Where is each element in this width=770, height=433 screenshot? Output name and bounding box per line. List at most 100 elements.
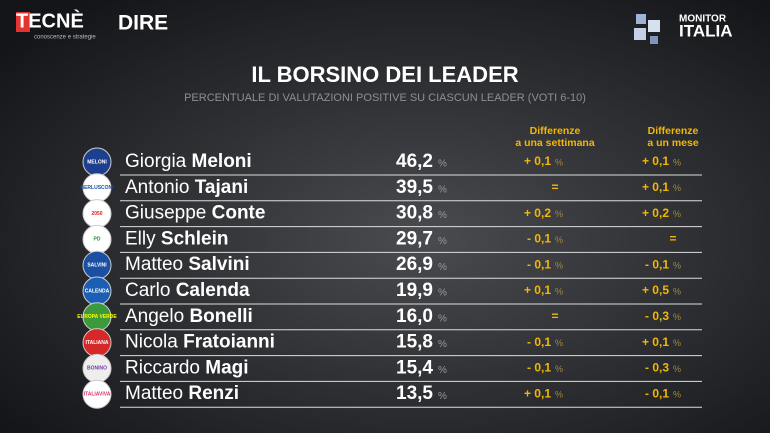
difference: + 0,1 (642, 335, 669, 349)
leader-name: Matteo Renzi (125, 383, 239, 404)
unit: % (438, 210, 447, 221)
party-logo-text: CALENDA (85, 288, 110, 294)
difference: = (551, 180, 558, 194)
unit: % (673, 157, 681, 167)
unit: % (438, 313, 447, 324)
last-name: Conte (212, 203, 266, 224)
value: 30,8 (396, 203, 433, 224)
unit: % (555, 157, 563, 167)
center-logo: DIRE (118, 12, 168, 35)
value: 26,9 (396, 254, 433, 275)
difference: + 0,1 (642, 180, 669, 194)
unit: % (673, 364, 681, 374)
subtitle: PERCENTUALE DI VALUTAZIONI POSITIVE SU C… (184, 92, 586, 104)
value: 16,0 (396, 306, 433, 327)
unit: % (438, 339, 447, 350)
difference: - 0,1 (527, 335, 551, 349)
right-logo-top: MONITOR (679, 14, 727, 25)
first-name: Carlo (125, 280, 170, 301)
difference: - 0,3 (645, 361, 669, 375)
difference: - 0,3 (645, 309, 669, 323)
value: 29,7 (396, 228, 433, 249)
difference: + 0,1 (642, 154, 669, 168)
last-name: Tajani (195, 177, 249, 198)
leader-name: Riccardo Magi (125, 357, 249, 378)
unit: % (555, 364, 563, 374)
last-name: Salvini (188, 254, 249, 275)
monitor-cubes (634, 14, 660, 44)
last-name: Magi (205, 357, 248, 378)
difference: - 0,1 (527, 361, 551, 375)
difference: - 0,1 (527, 232, 551, 246)
difference: - 0,1 (527, 257, 551, 271)
value: 39,5 (396, 177, 433, 198)
party-logo-text: ITALIAVIVA (84, 392, 111, 398)
leader-name: Elly Schlein (125, 228, 228, 249)
unit: % (673, 183, 681, 193)
unit: % (438, 159, 447, 170)
difference: = (669, 232, 676, 246)
unit: % (555, 261, 563, 271)
column-header: a una settimana (515, 137, 595, 149)
unit: % (673, 286, 681, 296)
unit: % (438, 365, 447, 376)
first-name: Riccardo (125, 357, 200, 378)
last-name: Meloni (192, 151, 252, 172)
unit: % (555, 235, 563, 245)
party-logo (82, 379, 112, 409)
first-name: Giuseppe (125, 203, 206, 224)
first-name: Nicola (125, 332, 178, 353)
difference: + 0,2 (524, 206, 551, 220)
difference: + 0,2 (642, 206, 669, 220)
column-header: Differenze (648, 125, 699, 137)
leader-name: Nicola Fratoianni (125, 332, 275, 353)
unit: % (438, 288, 447, 299)
last-name: Bonelli (189, 306, 252, 327)
unit: % (673, 209, 681, 219)
leader-name: Matteo Salvini (125, 254, 250, 275)
party-logo-text: BERLUSCONI (80, 185, 114, 191)
left-logo: TECNÈ (16, 9, 84, 32)
unit: % (555, 338, 563, 348)
difference: - 0,1 (645, 257, 669, 271)
party-logo-text: 2050 (91, 211, 102, 217)
first-name: Matteo (125, 254, 183, 275)
unit: % (438, 391, 447, 402)
column-header: Differenze (530, 125, 581, 137)
leader-name: Giorgia Meloni (125, 151, 252, 172)
party-logo-text: ITALIANA (86, 340, 109, 346)
party-logo-text: MELONI (87, 159, 107, 165)
difference: + 0,5 (642, 283, 669, 297)
last-name: Fratoianni (183, 332, 275, 353)
unit: % (438, 262, 447, 273)
unit: % (438, 236, 447, 247)
party-logo-text: PD (94, 237, 101, 243)
unit: % (555, 286, 563, 296)
first-name: Matteo (125, 383, 183, 404)
right-logo-bottom: ITALIA (679, 21, 733, 40)
party-logo-text: EUROPA VERDE (77, 314, 117, 320)
value: 19,9 (396, 280, 433, 301)
first-name: Elly (125, 228, 156, 249)
first-name: Antonio (125, 177, 189, 198)
unit: % (673, 338, 681, 348)
value: 15,8 (396, 332, 433, 353)
first-name: Giorgia (125, 151, 187, 172)
difference: + 0,1 (524, 283, 551, 297)
last-name: Renzi (188, 383, 239, 404)
leader-name: Angelo Bonelli (125, 306, 253, 327)
party-logo-text: BONINO (87, 366, 107, 372)
last-name: Calenda (176, 280, 250, 301)
difference: - 0,1 (645, 386, 669, 400)
difference: = (551, 309, 558, 323)
unit: % (555, 390, 563, 400)
unit: % (555, 209, 563, 219)
title: IL BORSINO DEI LEADER (251, 62, 518, 87)
value: 15,4 (396, 357, 433, 378)
difference: + 0,1 (524, 154, 551, 168)
last-name: Schlein (161, 228, 229, 249)
unit: % (673, 261, 681, 271)
